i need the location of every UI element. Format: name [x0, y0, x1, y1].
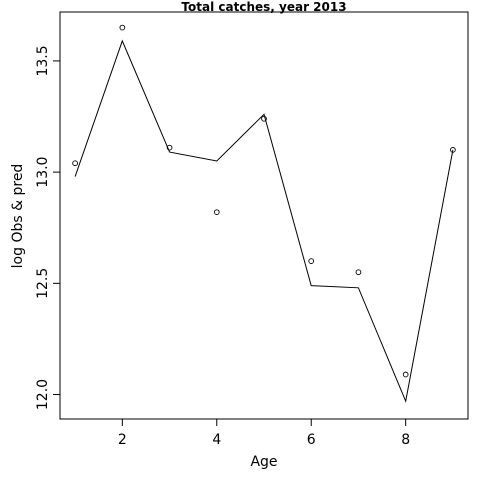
observed-point-1: [72, 160, 78, 167]
x-tick-label-8: 8: [401, 432, 410, 448]
observed-point-4: [213, 209, 220, 216]
plot-box: [59, 11, 469, 420]
series-layer: [72, 24, 456, 403]
x-tick-label-2: 2: [118, 432, 127, 448]
y-axis-label: log Obs & pred: [10, 164, 26, 269]
x-tick-label-4: 4: [212, 432, 221, 448]
y-axis: 12.0 12.5 13.0 13.5: [35, 45, 61, 410]
observed-point-2: [119, 24, 126, 31]
observed-point-5: [261, 115, 267, 122]
chart-title: Total catches, year 2013: [181, 0, 346, 14]
x-axis-label: Age: [250, 454, 277, 470]
y-tick-label-3: 13.5: [35, 45, 51, 76]
x-axis: 2 4 6 8: [118, 418, 410, 448]
y-tick-label-2: 13.0: [35, 157, 51, 188]
observed-point-3: [166, 144, 173, 151]
y-tick-label-1: 12.5: [35, 268, 51, 299]
x-tick-label-6: 6: [307, 432, 316, 448]
observed-point-7: [355, 269, 362, 276]
predicted-line: [74, 39, 454, 403]
y-tick-label-0: 12.0: [35, 379, 51, 410]
observed-point-8: [402, 371, 409, 378]
observed-point-6: [308, 258, 315, 264]
